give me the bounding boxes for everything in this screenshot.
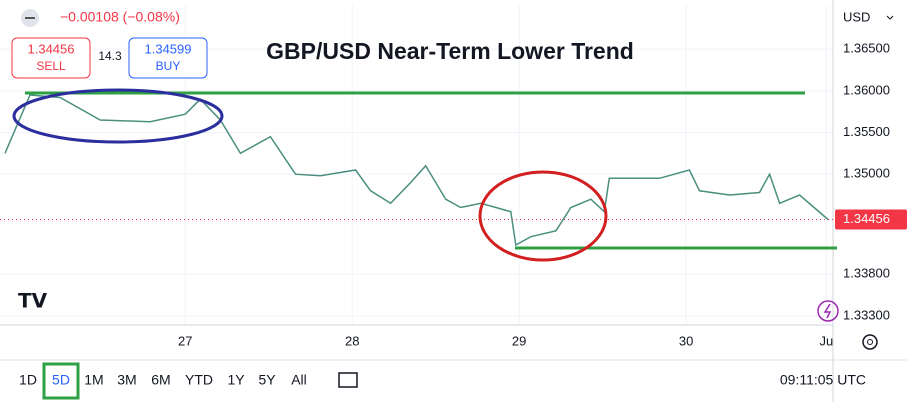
y-tick-label: 1.36500: [843, 41, 890, 56]
range-button[interactable]: 1M: [84, 372, 103, 388]
range-button[interactable]: 1Y: [227, 372, 245, 388]
last-price-tag: [835, 209, 907, 230]
sell-price: 1.34456: [28, 41, 75, 56]
spread: 14.3: [98, 49, 122, 63]
icon: [823, 303, 832, 319]
alert-icon[interactable]: [817, 300, 839, 322]
range-button[interactable]: 5D: [52, 372, 70, 388]
range-button[interactable]: 5Y: [258, 372, 276, 388]
toolbar: 1D 5D 1M 3M 6M YTD 1Y 5Y All: [19, 372, 307, 388]
date-range-button[interactable]: [338, 372, 358, 388]
range-button[interactable]: YTD: [185, 372, 213, 388]
y-tick-label: 1.35500: [843, 124, 890, 139]
x-tick-label: 29: [512, 333, 526, 348]
buy-button[interactable]: [128, 37, 208, 79]
chart-title: GBP/USD Near-Term Lower Trend: [266, 38, 634, 64]
buy-price: 1.34599: [145, 41, 192, 56]
clock: 09:11:05 UTC: [780, 372, 866, 388]
logo: 𝗧𝗩: [18, 290, 48, 312]
highlight-ellipse: [478, 170, 608, 262]
last-price-label: 1.34456: [843, 211, 890, 226]
range-button[interactable]: 3M: [117, 372, 136, 388]
icon: [867, 339, 873, 345]
settings-button[interactable]: [862, 334, 878, 350]
y-tick-label: 1.36000: [843, 82, 890, 97]
icon: [25, 17, 35, 19]
y-tick-label: 1.35000: [843, 166, 890, 181]
highlight-ellipse: [12, 88, 224, 144]
range-button[interactable]: All: [291, 372, 307, 388]
sell-label: SELL: [36, 59, 66, 73]
grid: [0, 5, 833, 325]
y-tick-label: 1.33800: [843, 266, 890, 281]
x-tick-label: 30: [679, 333, 693, 348]
range-button[interactable]: 1D: [19, 372, 37, 388]
x-tick-label: 27: [178, 333, 192, 348]
buy-label: BUY: [156, 59, 181, 73]
change: −0.00108 (−0.08%): [60, 9, 180, 25]
range-button[interactable]: 6M: [151, 372, 170, 388]
x-tick-label: Ju: [819, 333, 833, 348]
sell-button[interactable]: [11, 37, 91, 79]
x-tick-label: 28: [345, 333, 359, 348]
y-tick-label: 1.33300: [843, 307, 890, 322]
active-range-box: [42, 362, 80, 400]
chevron: [886, 15, 894, 20]
currency[interactable]: USD: [843, 9, 870, 24]
